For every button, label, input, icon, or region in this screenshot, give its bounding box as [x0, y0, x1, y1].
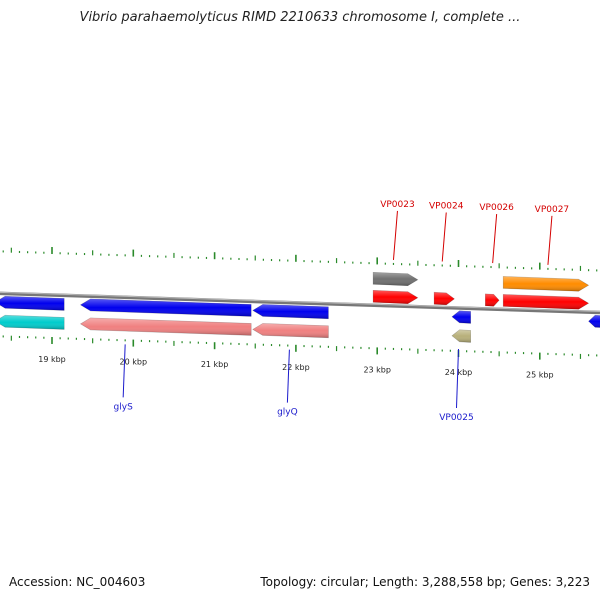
scale-label: 21 kbp [201, 360, 229, 369]
backbone-highlight [0, 291, 600, 313]
gene-feature-3-shading [80, 317, 252, 336]
label-vp0025[interactable]: VP0025 [439, 413, 474, 423]
map-title: Vibrio parahaemolyticus RIMD 2210633 chr… [79, 10, 521, 25]
gene-glys-shading [80, 298, 252, 317]
label-vp0025-leader [456, 348, 459, 409]
scale-label: 19 kbp [38, 355, 66, 364]
gene-feature-10-shading [452, 329, 471, 343]
scale-label: 20 kbp [120, 358, 148, 367]
scale-label: 25 kbp [526, 371, 554, 380]
scale-label: 22 kbp [282, 363, 310, 372]
label-vp0027-leader [547, 215, 553, 265]
label-vp0026-leader [492, 214, 498, 264]
gene-vp0026-shading [485, 293, 500, 307]
label-vp0023-leader [392, 210, 398, 260]
label-vp0023[interactable]: VP0023 [380, 200, 415, 210]
label-glyq[interactable]: glyQ [277, 408, 298, 418]
gene-feature-1-shading [0, 315, 65, 330]
gene-vp0024-shading [434, 292, 455, 305]
label-vp0024[interactable]: VP0024 [429, 201, 464, 211]
gene-features [0, 271, 600, 343]
backbone-line [0, 291, 600, 315]
gene-feature-5-shading [252, 323, 329, 338]
gene-feature-7-shading [373, 272, 418, 286]
gene-glyq-shading [252, 304, 329, 319]
label-glyq-leader [286, 349, 290, 403]
gene-labels: glyS glyQ VP0023 VP0024 VP0025 VP0026 VP0027 [114, 200, 570, 423]
accession-text: Accession: NC_004603 [9, 575, 146, 589]
gene-vp0023-shading [373, 290, 418, 304]
label-vp0024-leader [441, 212, 447, 262]
chromosome-backbone [0, 291, 600, 315]
gene-feature-14-shading [588, 315, 600, 328]
scale-label: 23 kbp [363, 365, 391, 374]
label-glys-leader [122, 344, 126, 398]
gene-feature-13-shading [503, 276, 589, 292]
label-vp0026[interactable]: VP0026 [479, 203, 514, 213]
label-vp0027[interactable]: VP0027 [535, 205, 570, 215]
genome-summary: Topology: circular; Length: 3,288,558 bp… [260, 575, 590, 589]
label-glys[interactable]: glyS [114, 402, 134, 412]
gene-vp0027-shading [503, 294, 589, 310]
gene-feature-0-shading [0, 296, 65, 311]
scale-label: 24 kbp [445, 368, 473, 377]
scale-ticks: 19 kbp 20 kbp 21 kbp 22 kbp 23 kbp 24 kbp 25 k… [2, 247, 598, 380]
gene-vp0025-shading [452, 310, 471, 324]
